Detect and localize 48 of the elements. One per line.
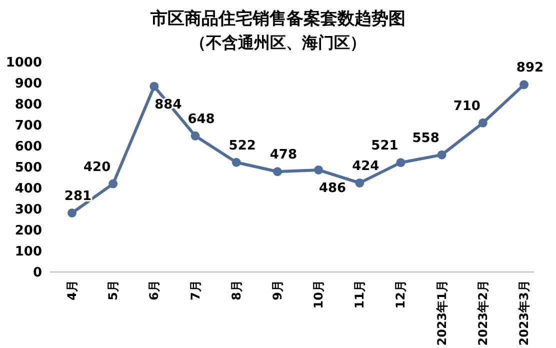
x-tick-label: 5月 (106, 280, 120, 300)
x-tick-label: 2023年1月 (434, 280, 449, 346)
point (68, 208, 76, 218)
data-label: 424 (352, 158, 380, 174)
y-tick-label: 1000 (6, 56, 42, 71)
x-tick-label: 6月 (147, 280, 162, 300)
point (314, 165, 324, 174)
x-tick-label: 12月 (394, 280, 408, 309)
x-tick-label: 10月 (312, 280, 326, 309)
point (355, 178, 364, 188)
x-tick-label: 2023年2月 (476, 280, 490, 346)
data-label: 521 (371, 138, 398, 154)
x-tick-label: 2023年3月 (517, 280, 531, 346)
point (520, 80, 528, 90)
data-label: 648 (188, 112, 215, 127)
point (478, 118, 488, 128)
data-label: 478 (270, 148, 298, 163)
y-tick-label: 900 (14, 76, 42, 92)
x-tick-label: 9月 (270, 280, 284, 300)
chart-title: 市区商品住宅销售备案套数趋势图 (150, 8, 406, 29)
y-tick-label: 500 (14, 160, 42, 176)
y-tick-label: 100 (14, 244, 42, 260)
data-label: 281 (64, 188, 92, 204)
y-tick-label: 0 (32, 266, 42, 281)
data-label: 522 (228, 138, 256, 154)
point (437, 150, 446, 160)
data-label: 558 (412, 130, 440, 146)
data-label: 710 (453, 98, 480, 114)
y-tick-label: 600 (14, 140, 42, 155)
data-label: 892 (516, 60, 544, 76)
y-tick-label: 400 (14, 182, 42, 197)
x-tick-label: 8月 (229, 280, 244, 300)
point (190, 131, 200, 140)
chart-subtitle: （不含通州区、海门区） (190, 33, 366, 52)
x-tick-label: 7月 (188, 280, 202, 300)
y-tick-label: 800 (14, 98, 42, 113)
x-tick-label: 11月 (352, 280, 367, 309)
y-tick-label: 300 (14, 202, 42, 218)
data-label: 420 (84, 160, 111, 175)
point (396, 158, 406, 168)
point (150, 82, 159, 91)
point (232, 158, 241, 167)
y-tick-label: 200 (14, 224, 42, 239)
point (272, 167, 282, 176)
point (108, 179, 118, 188)
x-tick-label: 4月 (65, 280, 79, 300)
data-label: 486 (318, 180, 346, 196)
y-tick-label: 700 (14, 118, 42, 134)
